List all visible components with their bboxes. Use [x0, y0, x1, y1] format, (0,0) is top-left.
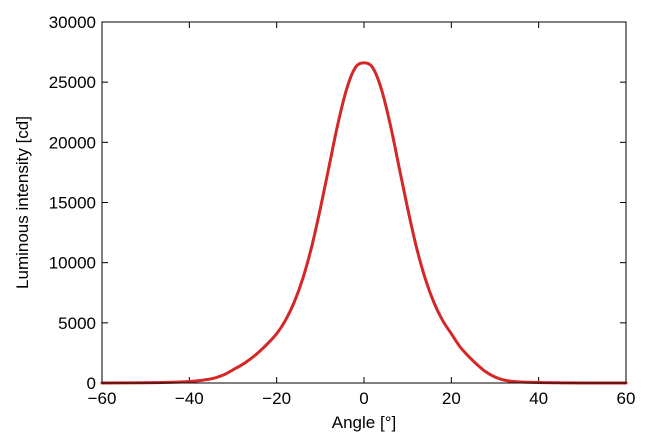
x-tick-label: −40 — [175, 389, 204, 408]
y-tick-label: 5000 — [58, 314, 96, 333]
y-axis-title: Luminous intensity [cd] — [13, 116, 32, 289]
y-tick-label: 25000 — [49, 73, 96, 92]
x-tick-label: 60 — [617, 389, 636, 408]
x-tick-label: 40 — [529, 389, 548, 408]
y-tick-label: 30000 — [49, 13, 96, 32]
y-tick-label: 0 — [87, 374, 96, 393]
y-tick-label: 15000 — [49, 194, 96, 213]
x-tick-label: −20 — [262, 389, 291, 408]
y-tick-label: 10000 — [49, 254, 96, 273]
x-axis-title: Angle [°] — [332, 413, 396, 432]
plot-frame — [101, 21, 627, 384]
x-tick-label: 0 — [359, 389, 368, 408]
y-tick-label: 20000 — [49, 133, 96, 152]
series-layer — [100, 61, 628, 385]
labels-layer: −60 −40 −20 0 20 40 60 0 5000 10000 15000 20000 2500… — [49, 13, 636, 408]
luminous-intensity-line — [100, 61, 628, 385]
x-tick-label: 20 — [442, 389, 461, 408]
x-tick-label: −60 — [88, 389, 117, 408]
